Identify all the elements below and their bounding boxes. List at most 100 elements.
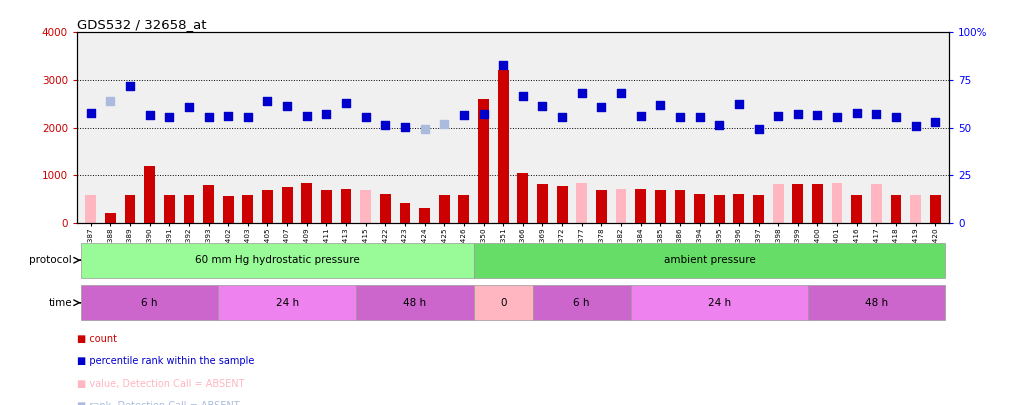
- Bar: [399, 203, 410, 223]
- Bar: [380, 194, 391, 223]
- Bar: [474, 286, 532, 320]
- Text: 0: 0: [500, 298, 507, 308]
- Point: [692, 114, 708, 120]
- Bar: [184, 213, 194, 223]
- Text: 60 mm Hg hydrostatic pressure: 60 mm Hg hydrostatic pressure: [195, 255, 360, 265]
- Bar: [753, 195, 764, 223]
- Text: 24 h: 24 h: [708, 298, 731, 308]
- Point: [731, 100, 747, 107]
- Text: ambient pressure: ambient pressure: [664, 255, 755, 265]
- Bar: [532, 286, 631, 320]
- Bar: [341, 190, 352, 223]
- Point: [260, 98, 276, 104]
- Bar: [734, 213, 744, 223]
- Bar: [302, 183, 312, 223]
- Bar: [439, 213, 449, 223]
- Bar: [635, 190, 646, 223]
- Bar: [537, 184, 548, 223]
- Bar: [223, 196, 234, 223]
- Point: [338, 100, 354, 106]
- Bar: [85, 195, 96, 223]
- Bar: [282, 187, 292, 223]
- Bar: [459, 213, 469, 223]
- Point: [554, 114, 570, 120]
- Bar: [124, 213, 135, 223]
- Point: [279, 103, 295, 109]
- Bar: [145, 213, 155, 223]
- Point: [103, 98, 119, 104]
- Point: [82, 110, 98, 117]
- Bar: [714, 195, 724, 223]
- Bar: [812, 213, 823, 223]
- Bar: [695, 194, 705, 223]
- Bar: [695, 213, 705, 223]
- Point: [318, 111, 334, 117]
- Bar: [380, 213, 391, 223]
- Bar: [773, 184, 784, 223]
- Bar: [164, 195, 174, 223]
- Point: [711, 122, 727, 128]
- Text: 24 h: 24 h: [276, 298, 299, 308]
- Bar: [852, 195, 862, 223]
- Bar: [891, 213, 902, 223]
- Bar: [832, 183, 842, 223]
- Bar: [262, 213, 273, 223]
- Text: 48 h: 48 h: [403, 298, 427, 308]
- Point: [849, 110, 865, 117]
- Point: [790, 111, 806, 117]
- Bar: [596, 190, 606, 223]
- Bar: [930, 195, 941, 223]
- Point: [829, 114, 845, 120]
- Point: [770, 113, 786, 119]
- Bar: [420, 209, 430, 223]
- Point: [907, 122, 923, 129]
- Point: [122, 83, 139, 90]
- Point: [417, 125, 433, 132]
- Text: ■ rank, Detection Call = ABSENT: ■ rank, Detection Call = ABSENT: [77, 401, 240, 405]
- Point: [475, 111, 491, 117]
- Bar: [807, 286, 945, 320]
- Text: ■ value, Detection Call = ABSENT: ■ value, Detection Call = ABSENT: [77, 379, 244, 389]
- Bar: [714, 213, 724, 223]
- Bar: [674, 190, 685, 223]
- Bar: [655, 213, 666, 223]
- Point: [632, 113, 648, 119]
- Point: [515, 93, 531, 99]
- Text: 48 h: 48 h: [865, 298, 887, 308]
- Bar: [439, 195, 449, 223]
- Bar: [635, 213, 646, 223]
- Point: [928, 119, 944, 125]
- Bar: [517, 173, 528, 223]
- Bar: [399, 213, 410, 223]
- Bar: [596, 213, 606, 223]
- Point: [593, 104, 609, 110]
- Point: [181, 104, 197, 110]
- Point: [200, 114, 216, 120]
- Bar: [537, 213, 548, 223]
- Point: [868, 111, 884, 117]
- Point: [750, 125, 766, 132]
- Point: [672, 113, 688, 120]
- Point: [887, 114, 904, 120]
- Point: [378, 122, 394, 128]
- Bar: [852, 213, 862, 223]
- Point: [574, 90, 590, 96]
- Bar: [203, 185, 214, 223]
- Point: [456, 112, 472, 118]
- Text: GDS532 / 32658_at: GDS532 / 32658_at: [77, 18, 206, 31]
- Text: time: time: [48, 298, 72, 308]
- Bar: [616, 190, 627, 223]
- Text: protocol: protocol: [29, 255, 72, 265]
- Bar: [302, 213, 312, 223]
- Point: [436, 121, 452, 128]
- Bar: [321, 213, 331, 223]
- Bar: [517, 213, 528, 223]
- Bar: [674, 213, 685, 223]
- Bar: [203, 213, 214, 223]
- Bar: [81, 243, 474, 277]
- Bar: [124, 195, 135, 223]
- Bar: [631, 286, 807, 320]
- Point: [240, 114, 256, 120]
- Bar: [420, 213, 430, 223]
- Bar: [557, 185, 567, 223]
